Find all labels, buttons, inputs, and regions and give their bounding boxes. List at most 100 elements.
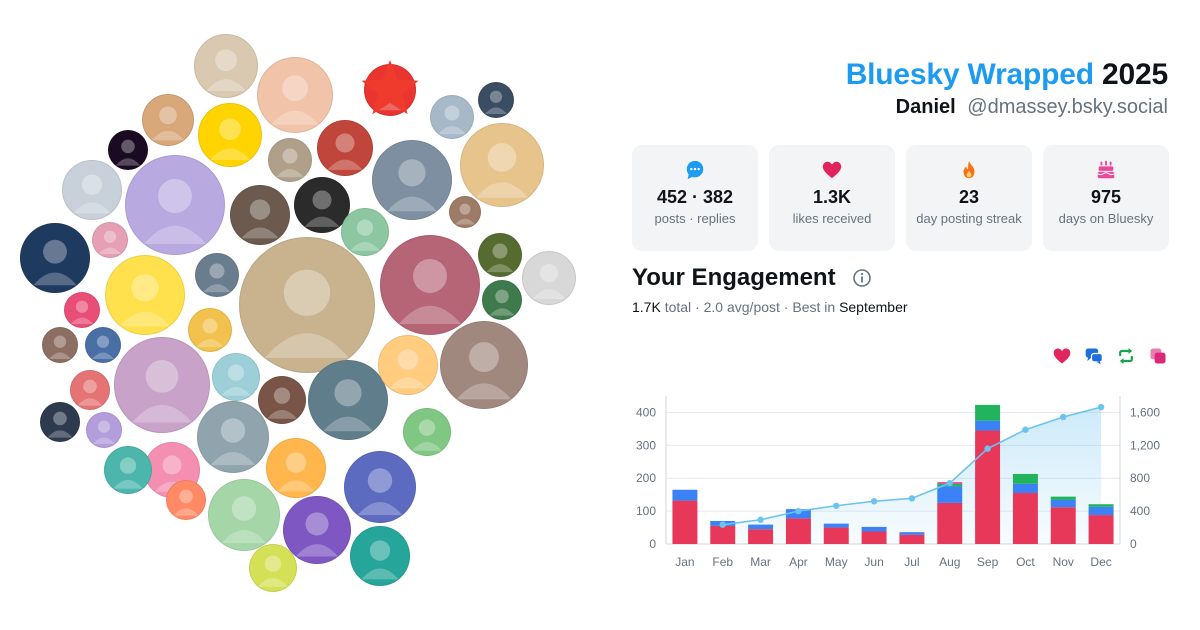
cumulative-point[interactable] [946, 479, 953, 487]
bar-segment[interactable] [1012, 483, 1038, 494]
avatar[interactable] [430, 95, 474, 139]
avatar[interactable] [482, 280, 522, 320]
avatar[interactable] [266, 438, 326, 498]
bar-segment[interactable] [672, 489, 698, 501]
avatar[interactable] [125, 155, 225, 255]
cumulative-point[interactable] [757, 516, 764, 523]
avatar[interactable] [317, 120, 373, 176]
reply-icon[interactable] [1084, 346, 1104, 366]
avatar[interactable] [230, 185, 290, 245]
avatar[interactable] [188, 308, 232, 352]
avatar[interactable] [194, 34, 258, 98]
cumulative-point[interactable] [984, 445, 991, 452]
bar-segment[interactable] [710, 525, 736, 544]
stat-label: posts · replies [654, 211, 736, 226]
bar-segment[interactable] [1012, 493, 1038, 544]
display-name: Daniel [895, 96, 956, 118]
flame-icon [963, 160, 975, 179]
bar-segment[interactable] [1050, 507, 1076, 544]
cumulative-point[interactable] [1022, 426, 1029, 433]
cumulative-point[interactable] [1097, 403, 1105, 411]
bar-segment[interactable] [1012, 473, 1038, 484]
bar-segment[interactable] [823, 527, 849, 544]
bar-segment[interactable] [672, 500, 698, 544]
avatar[interactable] [258, 376, 306, 424]
bar-segment[interactable] [975, 404, 1001, 421]
y-tick-right: 400 [1130, 504, 1150, 518]
avatar[interactable] [195, 253, 239, 297]
bar-segment[interactable] [861, 526, 887, 532]
bar-segment[interactable] [1088, 504, 1114, 507]
info-icon[interactable] [852, 268, 872, 288]
year-label: 2025 [1102, 58, 1168, 91]
stat-value: 1.3K [812, 187, 852, 207]
avatar[interactable] [85, 327, 121, 363]
avatar[interactable] [308, 360, 388, 440]
avatar[interactable] [344, 451, 416, 523]
avatar[interactable] [350, 526, 410, 586]
cumulative-point[interactable] [833, 502, 840, 509]
avatar[interactable] [440, 321, 528, 409]
avatar[interactable] [294, 177, 350, 233]
cumulative-point[interactable] [719, 521, 726, 528]
avatar[interactable] [166, 480, 206, 520]
avatar[interactable] [212, 353, 260, 401]
avatar[interactable] [283, 496, 351, 564]
avatar[interactable] [92, 222, 128, 258]
bar-segment[interactable] [899, 534, 925, 544]
avatar[interactable] [62, 160, 122, 220]
avatar[interactable] [64, 292, 100, 328]
avatar[interactable] [239, 237, 375, 373]
avatar[interactable] [86, 412, 122, 448]
avatar[interactable] [105, 255, 185, 335]
avatar[interactable] [449, 196, 481, 228]
avatar[interactable] [522, 251, 576, 305]
bar-segment[interactable] [937, 502, 963, 544]
bar-segment[interactable] [1050, 496, 1076, 500]
avatar[interactable] [478, 82, 514, 118]
cumulative-point[interactable] [1060, 413, 1067, 421]
avatar[interactable] [20, 223, 90, 293]
repost-icon[interactable] [1116, 346, 1136, 366]
avatar[interactable] [249, 544, 297, 592]
avatar[interactable] [257, 57, 333, 133]
quote-icon[interactable] [1148, 346, 1168, 366]
avatar[interactable] [42, 327, 78, 363]
bar-segment[interactable] [975, 420, 1001, 431]
cumulative-point[interactable] [870, 498, 878, 505]
heart-icon[interactable] [1052, 346, 1072, 366]
avatar[interactable] [198, 103, 262, 167]
avatar[interactable] [378, 335, 438, 395]
avatar[interactable] [114, 337, 210, 433]
cumulative-point[interactable] [795, 507, 802, 515]
avatar[interactable] [341, 208, 389, 256]
bar-segment[interactable] [785, 518, 811, 544]
avatar[interactable] [478, 233, 522, 277]
bar-segment[interactable] [937, 486, 963, 503]
avatar[interactable] [104, 446, 152, 494]
bar-segment[interactable] [861, 531, 887, 544]
bar-segment[interactable] [899, 532, 925, 535]
bar-segment[interactable] [1088, 515, 1114, 544]
avatar[interactable] [403, 408, 451, 456]
avatar[interactable] [40, 402, 80, 442]
heart-icon [822, 161, 842, 179]
bar-segment[interactable] [1088, 506, 1114, 516]
stat-value: 452 · 382 [656, 187, 734, 207]
avatar[interactable] [268, 138, 312, 182]
bar-segment[interactable] [1050, 499, 1076, 508]
avatar[interactable] [380, 235, 480, 335]
avatar[interactable] [70, 370, 110, 410]
avatar[interactable] [108, 130, 148, 170]
bar-segment[interactable] [823, 523, 849, 528]
avatar[interactable] [142, 94, 194, 146]
bar-segment[interactable] [748, 529, 774, 544]
x-tick-label: May [825, 555, 848, 569]
x-tick-label: Jan [675, 555, 694, 569]
cumulative-point[interactable] [908, 495, 916, 502]
avatar[interactable] [460, 123, 544, 207]
avatar[interactable] [372, 140, 452, 220]
avatar[interactable] [208, 479, 280, 551]
avatar[interactable] [197, 401, 269, 473]
bar-segment[interactable] [748, 524, 774, 530]
